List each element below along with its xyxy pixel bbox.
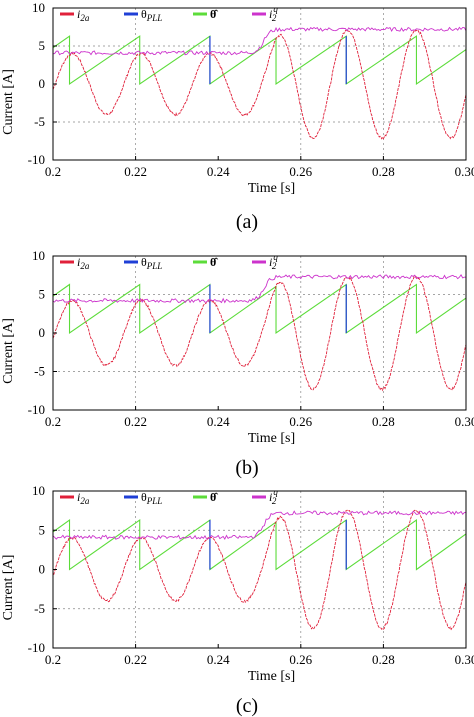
x-tick-label: 0.30 — [455, 164, 474, 179]
series-theta-hat — [53, 35, 466, 86]
series-i2q — [53, 26, 466, 56]
y-tick-label: 10 — [32, 0, 45, 15]
traces — [53, 509, 466, 631]
y-tick-label: -5 — [34, 601, 45, 616]
x-tick-label: 0.2 — [45, 414, 61, 429]
panel-2: 10 5 0 -5 -100.2 0.22 0.24 0.26 0.28 0.30 Time [s]… — [1, 248, 474, 479]
legend-label: i2a — [77, 7, 90, 23]
x-tick-label: 0.28 — [372, 164, 395, 179]
y-tick-label: 10 — [32, 483, 45, 498]
legend-label: θPLL — [141, 255, 162, 271]
x-tick-label: 0.28 — [372, 652, 395, 667]
x-axis-label: Time [s] — [248, 669, 295, 684]
y-tick-label: -10 — [28, 152, 45, 167]
y-tick-label: 10 — [32, 248, 45, 263]
y-tick-label: 5 — [39, 522, 46, 537]
legend-label: θ̂ — [210, 490, 218, 504]
x-tick-label: 0.24 — [207, 164, 230, 179]
y-tick-label: 5 — [39, 287, 46, 302]
plot-frame — [52, 255, 467, 411]
legend-label: iq 2 — [269, 487, 278, 506]
y-tick-label: -5 — [34, 114, 45, 129]
y-tick-label: -10 — [28, 640, 45, 655]
series-i2q — [53, 274, 466, 304]
x-tick-label: 0.22 — [124, 414, 147, 429]
x-tick-label: 0.30 — [455, 652, 474, 667]
traces — [53, 26, 466, 140]
series-theta-hat — [53, 518, 466, 571]
panel-caption: (a) — [236, 211, 258, 233]
x-tick-label: 0.26 — [289, 652, 312, 667]
series-i2a — [53, 275, 466, 392]
x-tick-label: 0.26 — [289, 414, 312, 429]
panel-3: 10 5 0 -5 -100.2 0.22 0.24 0.26 0.28 0.30 Time [s]… — [1, 483, 474, 717]
x-tick-label: 0.24 — [207, 414, 230, 429]
x-axis-label: Time [s] — [248, 431, 295, 446]
legend-label: iq 2 — [269, 4, 278, 23]
y-tick-label: -5 — [34, 364, 45, 379]
x-tick-label: 0.2 — [45, 652, 61, 667]
legend-label: i2a — [77, 255, 90, 271]
legend-label: i2a — [77, 490, 90, 506]
legend-label: θPLL — [141, 7, 162, 23]
y-tick-label: -10 — [28, 402, 45, 417]
x-tick-label: 0.28 — [372, 414, 395, 429]
y-axis-label: Current [A] — [1, 318, 16, 384]
x-axis-label: Time [s] — [248, 181, 295, 196]
series-i2a — [53, 509, 466, 631]
legend-label: θ̂ — [210, 255, 218, 269]
x-tick-label: 0.24 — [207, 652, 230, 667]
x-tick-label: 0.22 — [124, 652, 147, 667]
x-tick-label: 0.30 — [455, 414, 474, 429]
series-i2a — [53, 29, 466, 140]
y-tick-label: 0 — [39, 562, 46, 577]
legend-label: iq 2 — [269, 252, 278, 271]
panel-1: 10 5 0 -5 -100.2 0.22 0.24 0.26 0.28 0.30 Time [s]… — [1, 0, 474, 233]
y-tick-label: 0 — [39, 325, 46, 340]
y-tick-label: 0 — [39, 76, 46, 91]
traces — [53, 274, 466, 392]
panel-caption: (b) — [235, 457, 258, 479]
y-axis-label: Current [A] — [1, 555, 16, 621]
y-axis-label: Current [A] — [1, 69, 16, 135]
panel-caption: (c) — [236, 695, 258, 717]
x-tick-label: 0.2 — [45, 164, 61, 179]
series-i2q — [53, 510, 466, 540]
x-tick-label: 0.26 — [289, 164, 312, 179]
series-theta-hat — [53, 283, 466, 335]
y-tick-label: 5 — [39, 38, 46, 53]
legend-label: θPLL — [141, 490, 162, 506]
legend-label: θ̂ — [210, 7, 218, 21]
x-tick-label: 0.22 — [124, 164, 147, 179]
